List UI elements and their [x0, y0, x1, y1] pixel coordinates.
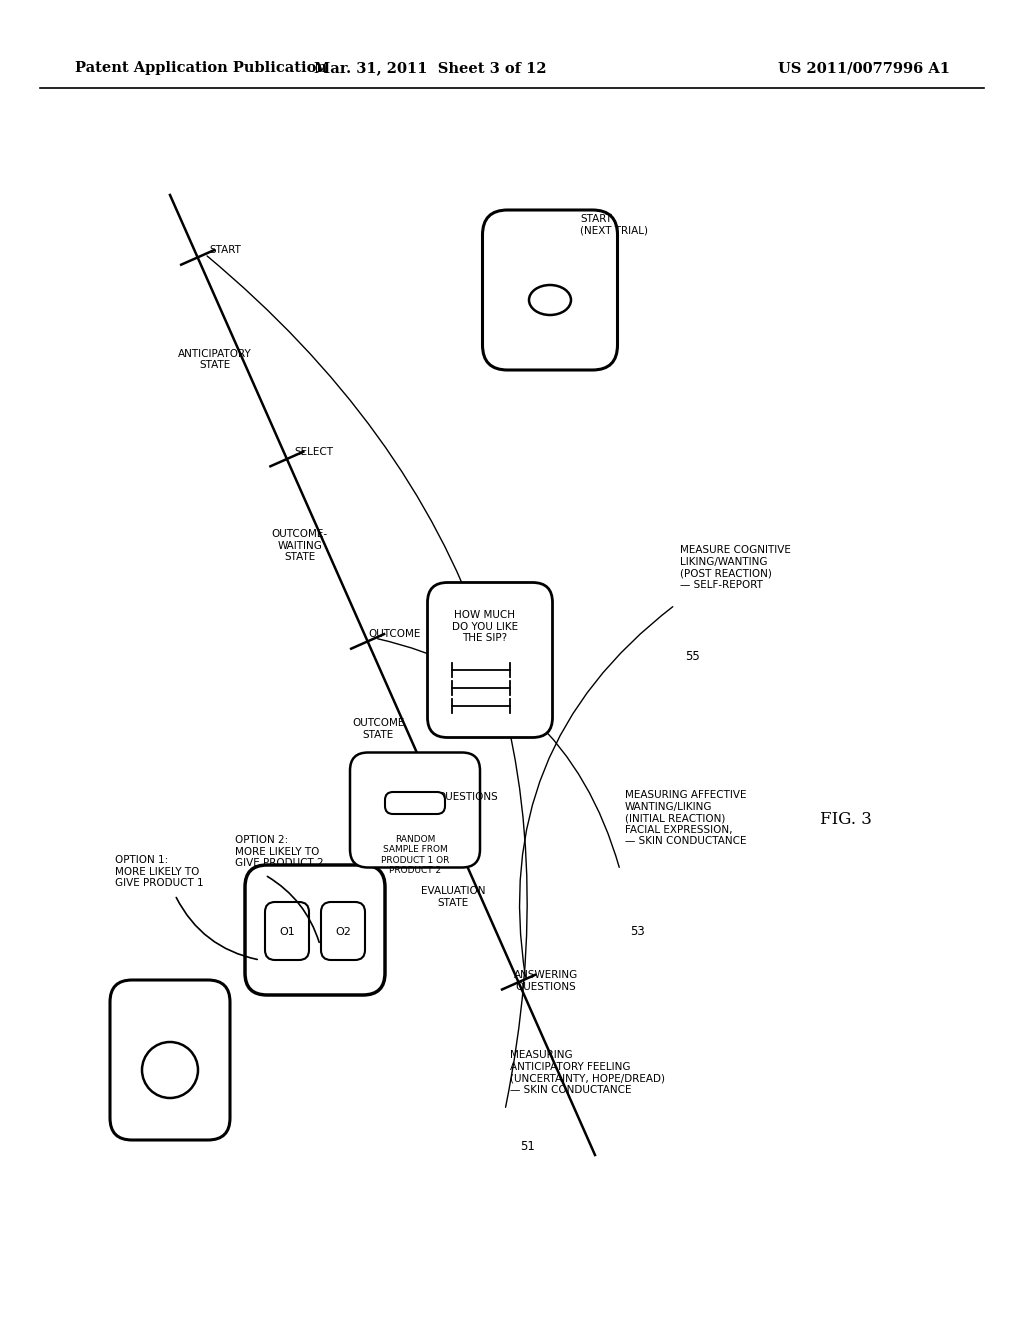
FancyBboxPatch shape [110, 979, 230, 1140]
Text: OUTCOME: OUTCOME [369, 630, 421, 639]
Text: FIG. 3: FIG. 3 [820, 812, 871, 829]
Text: OPTION 2:
MORE LIKELY TO
GIVE PRODUCT 2: OPTION 2: MORE LIKELY TO GIVE PRODUCT 2 [234, 836, 324, 869]
Text: 55: 55 [685, 649, 699, 663]
FancyBboxPatch shape [265, 902, 309, 960]
Text: MEASURE COGNITIVE
LIKING/WANTING
(POST REACTION)
— SELF-REPORT: MEASURE COGNITIVE LIKING/WANTING (POST R… [680, 545, 791, 590]
Text: RANDOM
SAMPLE FROM
PRODUCT 1 OR
PRODUCT 2: RANDOM SAMPLE FROM PRODUCT 1 OR PRODUCT … [381, 836, 450, 875]
FancyBboxPatch shape [427, 582, 553, 738]
Text: START
(NEXT TRIAL): START (NEXT TRIAL) [580, 214, 648, 236]
Text: US 2011/0077996 A1: US 2011/0077996 A1 [778, 61, 950, 75]
Text: MEASURING AFFECTIVE
WANTING/LIKING
(INITIAL REACTION)
FACIAL EXPRESSION,
— SKIN : MEASURING AFFECTIVE WANTING/LIKING (INIT… [625, 789, 746, 846]
Text: MEASURING
ANTICIPATORY FEELING
(UNCERTAINTY, HOPE/DREAD)
— SKIN CONDUCTANCE: MEASURING ANTICIPATORY FEELING (UNCERTAI… [510, 1049, 665, 1094]
Text: Patent Application Publication: Patent Application Publication [75, 61, 327, 75]
Text: O1: O1 [280, 927, 295, 937]
Text: SELECT: SELECT [295, 447, 334, 457]
Text: HOW MUCH
DO YOU LIKE
THE SIP?: HOW MUCH DO YOU LIKE THE SIP? [452, 610, 518, 643]
Text: 51: 51 [520, 1140, 535, 1152]
Text: OUTCOME
STATE: OUTCOME STATE [352, 718, 404, 741]
FancyBboxPatch shape [350, 752, 480, 867]
Text: START: START [209, 246, 241, 255]
Text: Mar. 31, 2011  Sheet 3 of 12: Mar. 31, 2011 Sheet 3 of 12 [313, 61, 547, 75]
Text: O2: O2 [335, 927, 351, 937]
FancyBboxPatch shape [385, 792, 445, 814]
Text: ANSWERING
QUESTIONS: ANSWERING QUESTIONS [514, 970, 579, 991]
FancyBboxPatch shape [482, 210, 617, 370]
Text: EVALUATION
STATE: EVALUATION STATE [421, 886, 485, 908]
Text: QUESTIONS: QUESTIONS [437, 792, 498, 803]
Text: 53: 53 [630, 925, 645, 939]
Text: OPTION 1:
MORE LIKELY TO
GIVE PRODUCT 1: OPTION 1: MORE LIKELY TO GIVE PRODUCT 1 [115, 855, 204, 888]
Text: ANTICIPATORY
STATE: ANTICIPATORY STATE [178, 348, 252, 371]
FancyBboxPatch shape [321, 902, 365, 960]
FancyBboxPatch shape [245, 865, 385, 995]
Text: OUTCOME-
WAITING
STATE: OUTCOME- WAITING STATE [271, 529, 328, 562]
